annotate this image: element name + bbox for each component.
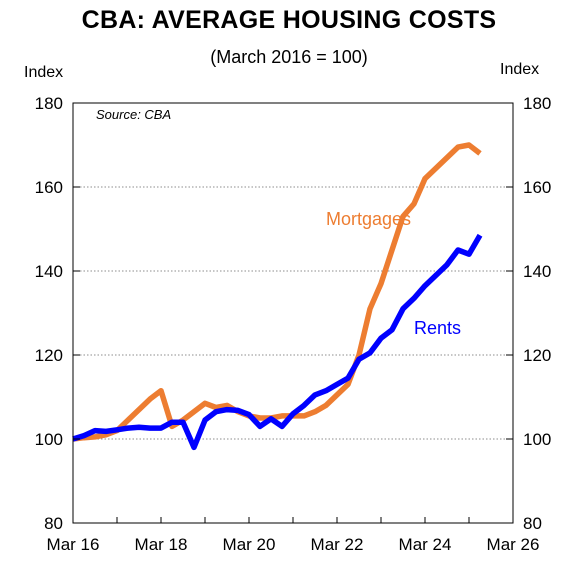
y-tick-label-right: 140: [523, 262, 551, 281]
y-tick-label-right: 160: [523, 178, 551, 197]
y-tick-label-left: 120: [35, 346, 63, 365]
right-axis-unit-label: Index: [500, 61, 540, 78]
chart-subtitle: (March 2016 = 100): [210, 47, 368, 67]
y-tick-label-left: 100: [35, 430, 63, 449]
axis-ticks: 80 80 100 100 120 120 140 140 160 160 180 180 Mar 16…: [35, 94, 552, 554]
plot-frame: [72, 102, 514, 524]
y-tick-label-left: 140: [35, 262, 63, 281]
y-tick-label-right: 180: [523, 94, 551, 113]
series-label-mortgages: Mortgages: [326, 209, 411, 229]
y-tick-label-left: 160: [35, 178, 63, 197]
x-tick-label: Mar 20: [223, 535, 276, 554]
series-label-rents: Rents: [414, 318, 461, 338]
y-tick-label-left: 180: [35, 94, 63, 113]
series-layer: Mortgages Rents: [72, 142, 483, 451]
gridlines: [73, 186, 513, 440]
series-line-mortgages: [72, 142, 482, 442]
x-tick-label: Mar 24: [399, 535, 452, 554]
left-axis-unit-label: Index: [24, 64, 64, 81]
x-tick-label: Mar 18: [135, 535, 188, 554]
y-tick-label-right: 80: [523, 514, 542, 533]
y-tick-label-right: 120: [523, 346, 551, 365]
chart-title: CBA: AVERAGE HOUSING COSTS: [81, 6, 497, 34]
source-note: Source: CBA: [96, 107, 171, 122]
series-line-rents: [72, 233, 483, 451]
y-tick-label-left: 80: [44, 514, 63, 533]
y-tick-label-right: 100: [523, 430, 551, 449]
x-tick-label: Mar 16: [47, 535, 100, 554]
x-tick-label: Mar 26: [487, 535, 540, 554]
x-tick-label: Mar 22: [311, 535, 364, 554]
